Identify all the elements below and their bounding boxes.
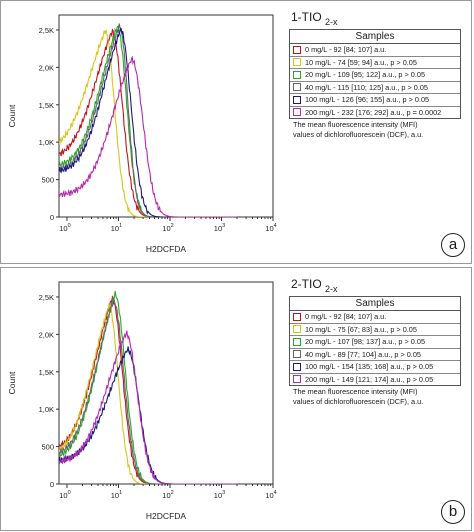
legend-row: 20 mg/L - 107 [98; 137] a.u., p > 0.05 (290, 336, 460, 349)
x-tick-label: 101 (111, 223, 122, 233)
histogram-chart-a: 0 500 1,0K 1,5K 2,0K 2,5K 100 101 102 103 104 H2DCF… (7, 14, 277, 254)
legend-label: 20 mg/L - 107 [98; 137] a.u., p > 0.05 (305, 337, 426, 346)
legend-label: 10 mg/L - 75 [67; 83] a.u., p > 0.05 (305, 324, 417, 334)
legend-row: 20 mg/L - 109 [95; 122] a.u., p > 0.05 (290, 69, 460, 82)
series-line (59, 27, 237, 217)
series-line (59, 346, 237, 484)
legend-swatch (293, 58, 301, 67)
legend-table: Samples 0 mg/L - 92 [84; 107] a.u. 10 mg/… (289, 296, 461, 386)
legend-row: 0 mg/L - 92 [84; 107] a.u. (290, 44, 460, 57)
x-tick-label: 103 (214, 490, 225, 500)
legend-swatch (293, 70, 301, 79)
y-tick-label: 0 (50, 213, 54, 222)
y-tick-label: 2,0K (39, 63, 54, 72)
panel-label-badge: a (441, 233, 465, 257)
chart-title: 1-TIO 2-x (291, 10, 338, 27)
chart-title: 2-TIO 2-x (291, 277, 338, 294)
panel-a: 0 500 1,0K 1,5K 2,0K 2,5K 100 101 102 103 104 H2DCF… (0, 0, 472, 264)
legend-label: 10 mg/L - 74 [59; 94] a.u., p > 0.05 (305, 57, 417, 67)
y-tick-label: 500 (41, 443, 54, 452)
plot-frame (58, 281, 274, 485)
legend-swatch (293, 312, 301, 321)
x-axis-label: H2DCFDA (146, 244, 186, 254)
legend-swatch (293, 95, 301, 104)
legend-label: 100 mg/L - 126 [96; 155] a.u., p > 0.05 (305, 95, 430, 104)
y-tick-label: 1,0K (39, 405, 54, 414)
series-line (59, 330, 237, 484)
y-tick-label: 1,5K (39, 368, 54, 377)
legend-label: 200 mg/L - 232 [176; 292] a.u., p = 0.00… (305, 107, 442, 117)
series-line (59, 303, 237, 484)
legend-table: Samples 0 mg/L - 92 [84; 107] a.u. 10 mg/… (289, 29, 461, 119)
series-line (59, 298, 237, 484)
x-tick-label: 102 (162, 223, 173, 233)
y-tick-label: 1,5K (39, 101, 54, 110)
series-line (59, 23, 237, 217)
legend-swatch (293, 325, 301, 334)
legend-label: 40 mg/L - 89 [77; 104] a.u., p > 0.05 (305, 349, 421, 359)
mfi-note: The mean fluorescence intensity (MFI) va… (293, 387, 424, 406)
legend-swatch (293, 83, 301, 92)
legend-swatch (293, 45, 301, 54)
legend-label: 0 mg/L - 92 [84; 107] a.u. (305, 45, 387, 54)
x-axis-label: H2DCFDA (146, 511, 186, 521)
legend-row: 100 mg/L - 126 [96; 155] a.u., p > 0.05 (290, 94, 460, 107)
legend-swatch (293, 108, 301, 117)
x-tick-label: 104 (265, 223, 276, 233)
x-tick-label: 101 (111, 490, 122, 500)
legend-header: Samples (290, 297, 460, 311)
legend-row: 200 mg/L - 149 [121; 174] a.u., p > 0.05 (290, 374, 460, 386)
y-tick-label: 500 (41, 176, 54, 185)
plot-frame (58, 14, 274, 218)
y-axis-label: Count (7, 371, 17, 394)
legend-row: 40 mg/L - 115 [110; 125] a.u., p > 0.05 (290, 82, 460, 94)
legend-swatch (293, 362, 301, 371)
panel-b: 0 500 1,0K 1,5K 2,0K 2,5K 100 101 102 103 104 H2DCF… (0, 267, 472, 531)
x-tick-label: 100 (59, 223, 70, 233)
y-tick-label: 1,0K (39, 138, 54, 147)
legend-row: 100 mg/L - 154 [135; 168] a.u., p > 0.05 (290, 361, 460, 374)
panel-label-badge: b (441, 500, 465, 524)
series-line (59, 55, 237, 217)
x-tick-label: 102 (162, 490, 173, 500)
legend-swatch (293, 375, 301, 384)
x-tick-label: 100 (59, 490, 70, 500)
x-tick-label: 104 (265, 490, 276, 500)
legend-label: 100 mg/L - 154 [135; 168] a.u., p > 0.05 (305, 362, 434, 371)
legend-swatch (293, 337, 301, 346)
legend-row: 200 mg/L - 232 [176; 292] a.u., p = 0.00… (290, 107, 460, 119)
legend-swatch (293, 350, 301, 359)
legend-header: Samples (290, 30, 460, 44)
legend-row: 40 mg/L - 89 [77; 104] a.u., p > 0.05 (290, 349, 460, 361)
x-tick-label: 103 (214, 223, 225, 233)
legend-row: 10 mg/L - 74 [59; 94] a.u., p > 0.05 (290, 57, 460, 69)
legend-row: 10 mg/L - 75 [67; 83] a.u., p > 0.05 (290, 324, 460, 336)
y-tick-label: 0 (50, 480, 54, 489)
mfi-note: The mean fluorescence intensity (MFI) va… (293, 120, 424, 139)
legend-row: 0 mg/L - 92 [84; 107] a.u. (290, 311, 460, 324)
legend-label: 200 mg/L - 149 [121; 174] a.u., p > 0.05 (305, 374, 434, 384)
series-line (59, 28, 237, 217)
y-axis-label: Count (7, 104, 17, 127)
legend-label: 0 mg/L - 92 [84; 107] a.u. (305, 312, 387, 321)
y-tick-label: 2,5K (39, 26, 54, 35)
y-tick-label: 2,5K (39, 293, 54, 302)
legend-label: 40 mg/L - 115 [110; 125] a.u., p > 0.05 (305, 82, 428, 92)
legend-label: 20 mg/L - 109 [95; 122] a.u., p > 0.05 (305, 70, 426, 79)
histogram-chart-b: 0 500 1,0K 1,5K 2,0K 2,5K 100 101 102 103 104 H2DCF… (7, 281, 277, 521)
y-tick-label: 2,0K (39, 330, 54, 339)
